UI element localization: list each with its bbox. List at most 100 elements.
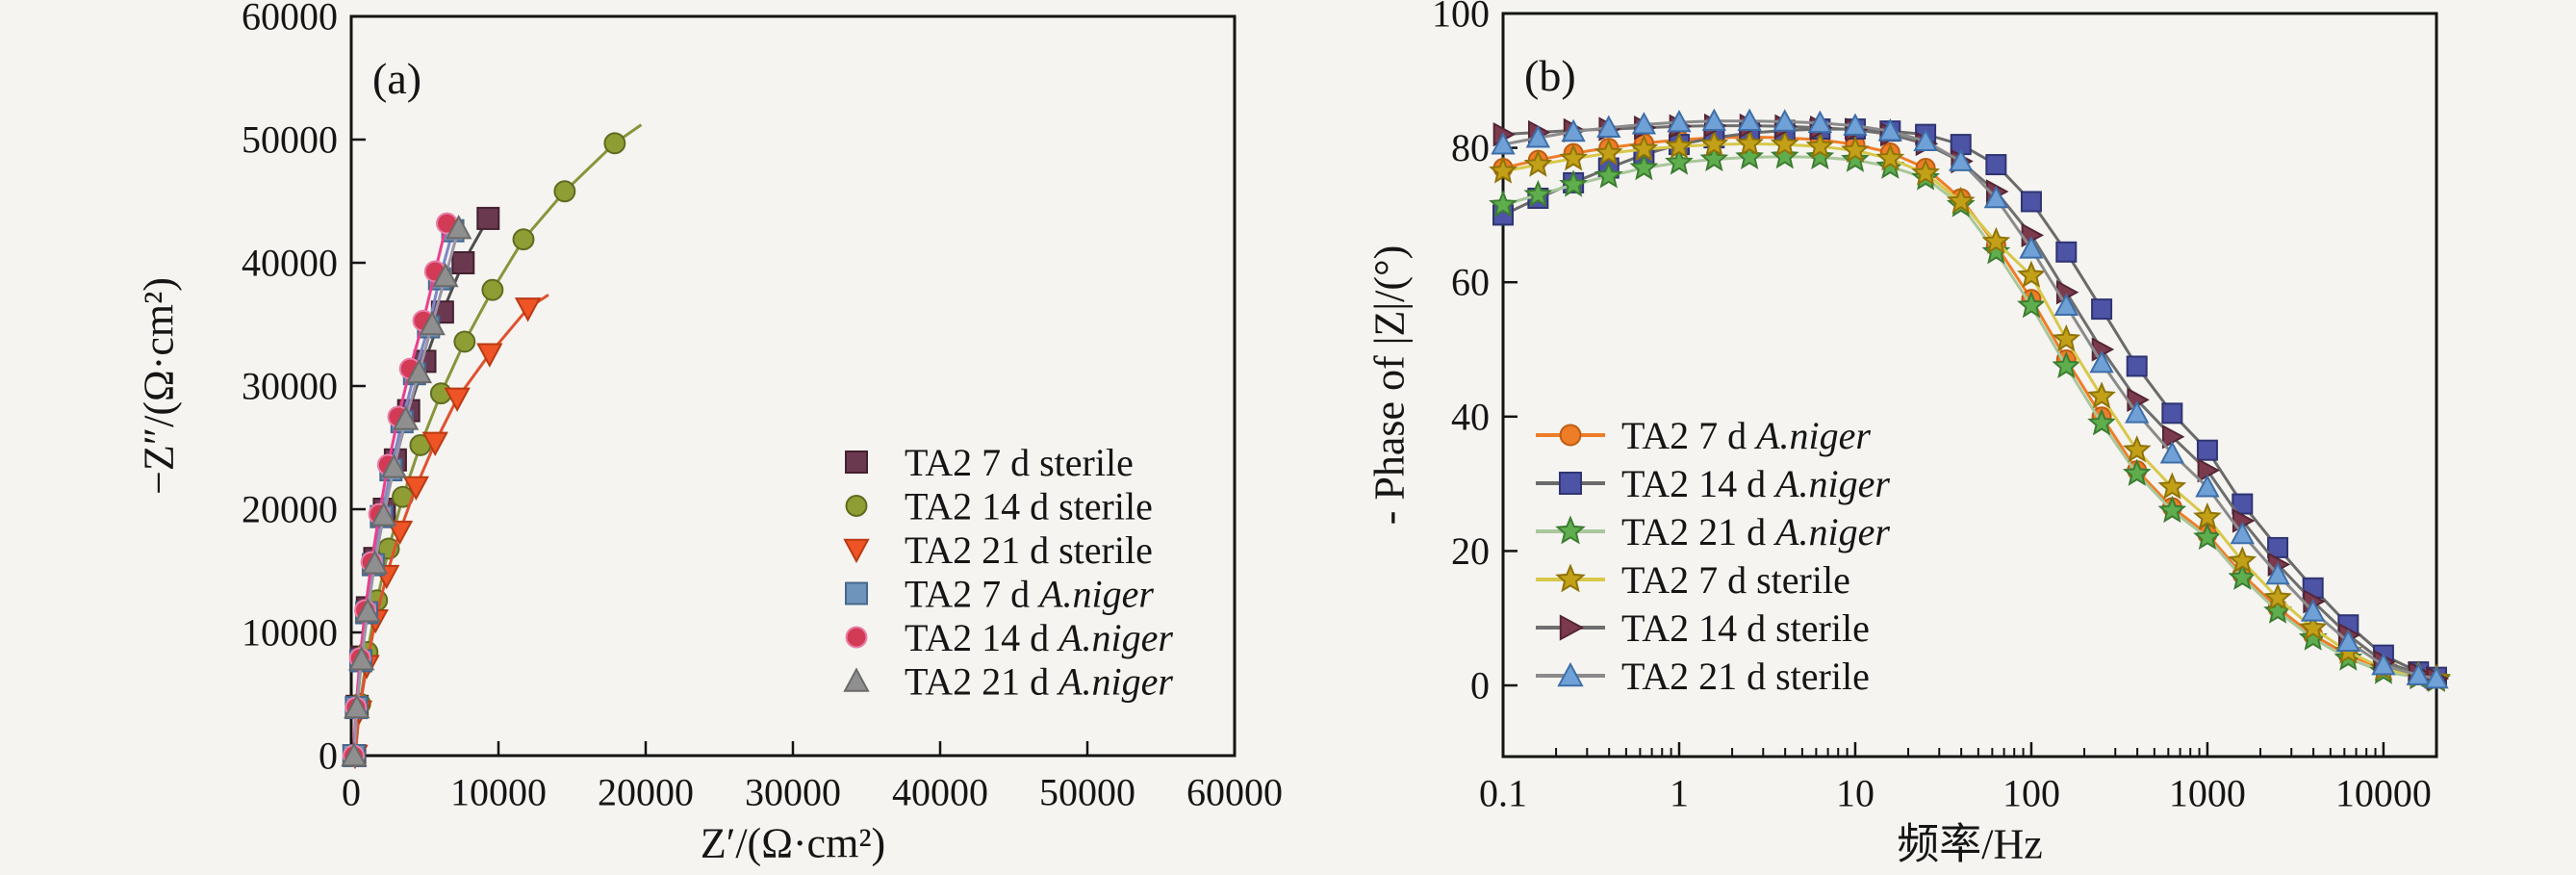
data-point-marker xyxy=(1489,190,1518,218)
data-point-marker xyxy=(380,453,408,478)
data-point-marker xyxy=(1735,128,1764,156)
data-point-marker xyxy=(1981,226,2011,254)
data-point-marker xyxy=(2159,441,2185,464)
data-point-marker xyxy=(1629,134,1659,162)
data-point-marker xyxy=(1559,169,1588,197)
data-point-marker xyxy=(1877,118,1902,142)
y-tick-label: 30000 xyxy=(242,365,338,408)
x-tick-label: 10000 xyxy=(450,771,547,814)
data-point-marker xyxy=(1594,138,1623,166)
legend-label: TA2 21 d A.niger xyxy=(1621,510,1890,553)
data-point-marker xyxy=(2019,236,2044,259)
y-tick-label: 0 xyxy=(319,734,338,778)
data-point-marker xyxy=(2228,562,2257,590)
panel-a: 0 10000 20000 30000 40000 50000 60000 0 10000 200… xyxy=(136,0,1284,867)
data-point-marker xyxy=(1665,131,1694,159)
data-point-marker xyxy=(1561,118,1586,142)
data-point-marker xyxy=(1596,115,1621,139)
data-point-marker xyxy=(843,667,870,692)
data-point-marker xyxy=(370,502,397,527)
legend-item-ta2-14-d-sterile: TA2 14 d sterile xyxy=(1536,606,1870,650)
data-point-marker xyxy=(1985,154,2007,176)
panel-b: 0.1 1 10 100 1000 10000 0 20 40 60 80 100 频率/Hz - Pha… xyxy=(1366,0,2451,868)
y-axis-title-b: - Phase of |Z|/(°) xyxy=(1366,245,1414,526)
legend-item-ta2-21-d-a-niger: TA2 21 d A.niger xyxy=(1536,510,1890,553)
y-axis-title-a: −Z″/(Ω·cm²) xyxy=(136,277,183,495)
x-tick-label: 0.1 xyxy=(1479,772,1527,815)
legend-label: TA2 21 d A.niger xyxy=(905,659,1173,703)
data-point-marker xyxy=(451,251,475,274)
data-point-marker xyxy=(1841,135,1870,164)
data-point-marker xyxy=(2161,402,2183,425)
data-point-marker xyxy=(1594,161,1623,189)
x-axis-title-a: Z′/(Ω·cm²) xyxy=(701,820,885,867)
data-point-marker xyxy=(392,405,420,430)
data-point-marker xyxy=(2020,191,2042,213)
legend-label: TA2 14 d sterile xyxy=(1621,606,1870,650)
data-point-marker xyxy=(2091,298,2113,321)
data-point-marker xyxy=(2087,381,2116,409)
data-point-marker xyxy=(2406,662,2431,685)
y-tick-label: 60000 xyxy=(242,0,338,39)
x-tick-label: 1 xyxy=(1670,772,1689,815)
data-point-marker xyxy=(1523,149,1553,177)
legend-item-ta2-14-d-sterile: TA2 14 d sterile xyxy=(845,484,1153,528)
data-point-marker xyxy=(2228,546,2257,574)
data-point-marker xyxy=(348,646,375,671)
x-tick-label: 10 xyxy=(1836,772,1875,815)
data-point-marker xyxy=(2193,502,2222,530)
y-tick-label: 40 xyxy=(1451,395,1490,438)
x-tick-label: 50000 xyxy=(1039,771,1135,814)
data-point-marker xyxy=(1629,152,1659,181)
series-b-ta2-21-d-sterile xyxy=(1491,108,2449,689)
x-tick-label: 40000 xyxy=(892,771,988,814)
legend-item-ta2-7-d-sterile: TA2 7 d sterile xyxy=(845,441,1134,484)
data-point-marker xyxy=(2195,474,2220,498)
y-tick-label: 100 xyxy=(1432,0,1490,36)
data-point-marker xyxy=(361,550,389,575)
data-point-marker xyxy=(2089,349,2114,373)
data-point-marker xyxy=(2017,260,2046,288)
data-point-marker xyxy=(553,180,576,203)
legend-item-ta2-21-d-sterile: TA2 21 d sterile xyxy=(843,528,1153,572)
data-point-marker xyxy=(1770,129,1799,157)
data-point-marker xyxy=(2265,561,2290,585)
data-point-marker xyxy=(845,450,868,474)
plot-frame xyxy=(1501,12,2438,759)
data-point-marker xyxy=(1949,148,1974,171)
x-tick-label: 10000 xyxy=(2335,772,2432,815)
data-point-marker xyxy=(1981,237,2011,265)
data-point-marker xyxy=(432,262,459,288)
data-point-marker xyxy=(2157,495,2187,524)
data-point-marker xyxy=(2052,323,2081,352)
x-tick-label: 30000 xyxy=(745,771,841,814)
y-tick-label: 20000 xyxy=(242,488,338,531)
data-point-marker xyxy=(1805,142,1835,170)
y-tick-label: 80 xyxy=(1451,126,1490,169)
data-point-marker xyxy=(446,215,472,240)
data-point-marker xyxy=(1555,515,1586,545)
data-point-marker xyxy=(481,278,504,301)
data-point-marker xyxy=(1699,143,1729,172)
data-point-marker xyxy=(2196,439,2218,461)
data-point-marker xyxy=(1489,156,1518,184)
x-axis-ticks: 0 10000 20000 30000 40000 50000 60000 xyxy=(342,741,1283,814)
data-point-marker xyxy=(341,741,368,767)
series-line xyxy=(1502,155,2437,682)
legend-label: TA2 7 d sterile xyxy=(905,441,1134,484)
data-point-marker xyxy=(1701,108,1727,132)
y-tick-label: 20 xyxy=(1451,529,1490,573)
data-point-marker xyxy=(514,297,542,322)
legend-label: TA2 21 d sterile xyxy=(1621,655,1870,698)
data-point-marker xyxy=(2017,290,2046,319)
data-point-marker xyxy=(453,330,476,353)
legend-label: TA2 14 d A.niger xyxy=(905,616,1173,659)
y-tick-label: 0 xyxy=(1470,664,1490,708)
data-point-marker xyxy=(1911,158,1940,186)
data-point-marker xyxy=(1559,614,1585,641)
x-axis-ticks: 0.1 1 10 100 1000 10000 xyxy=(1479,742,2437,815)
data-point-marker xyxy=(1559,143,1588,171)
panel-label-b: (b) xyxy=(1524,51,1576,100)
series-line xyxy=(1502,142,2437,681)
